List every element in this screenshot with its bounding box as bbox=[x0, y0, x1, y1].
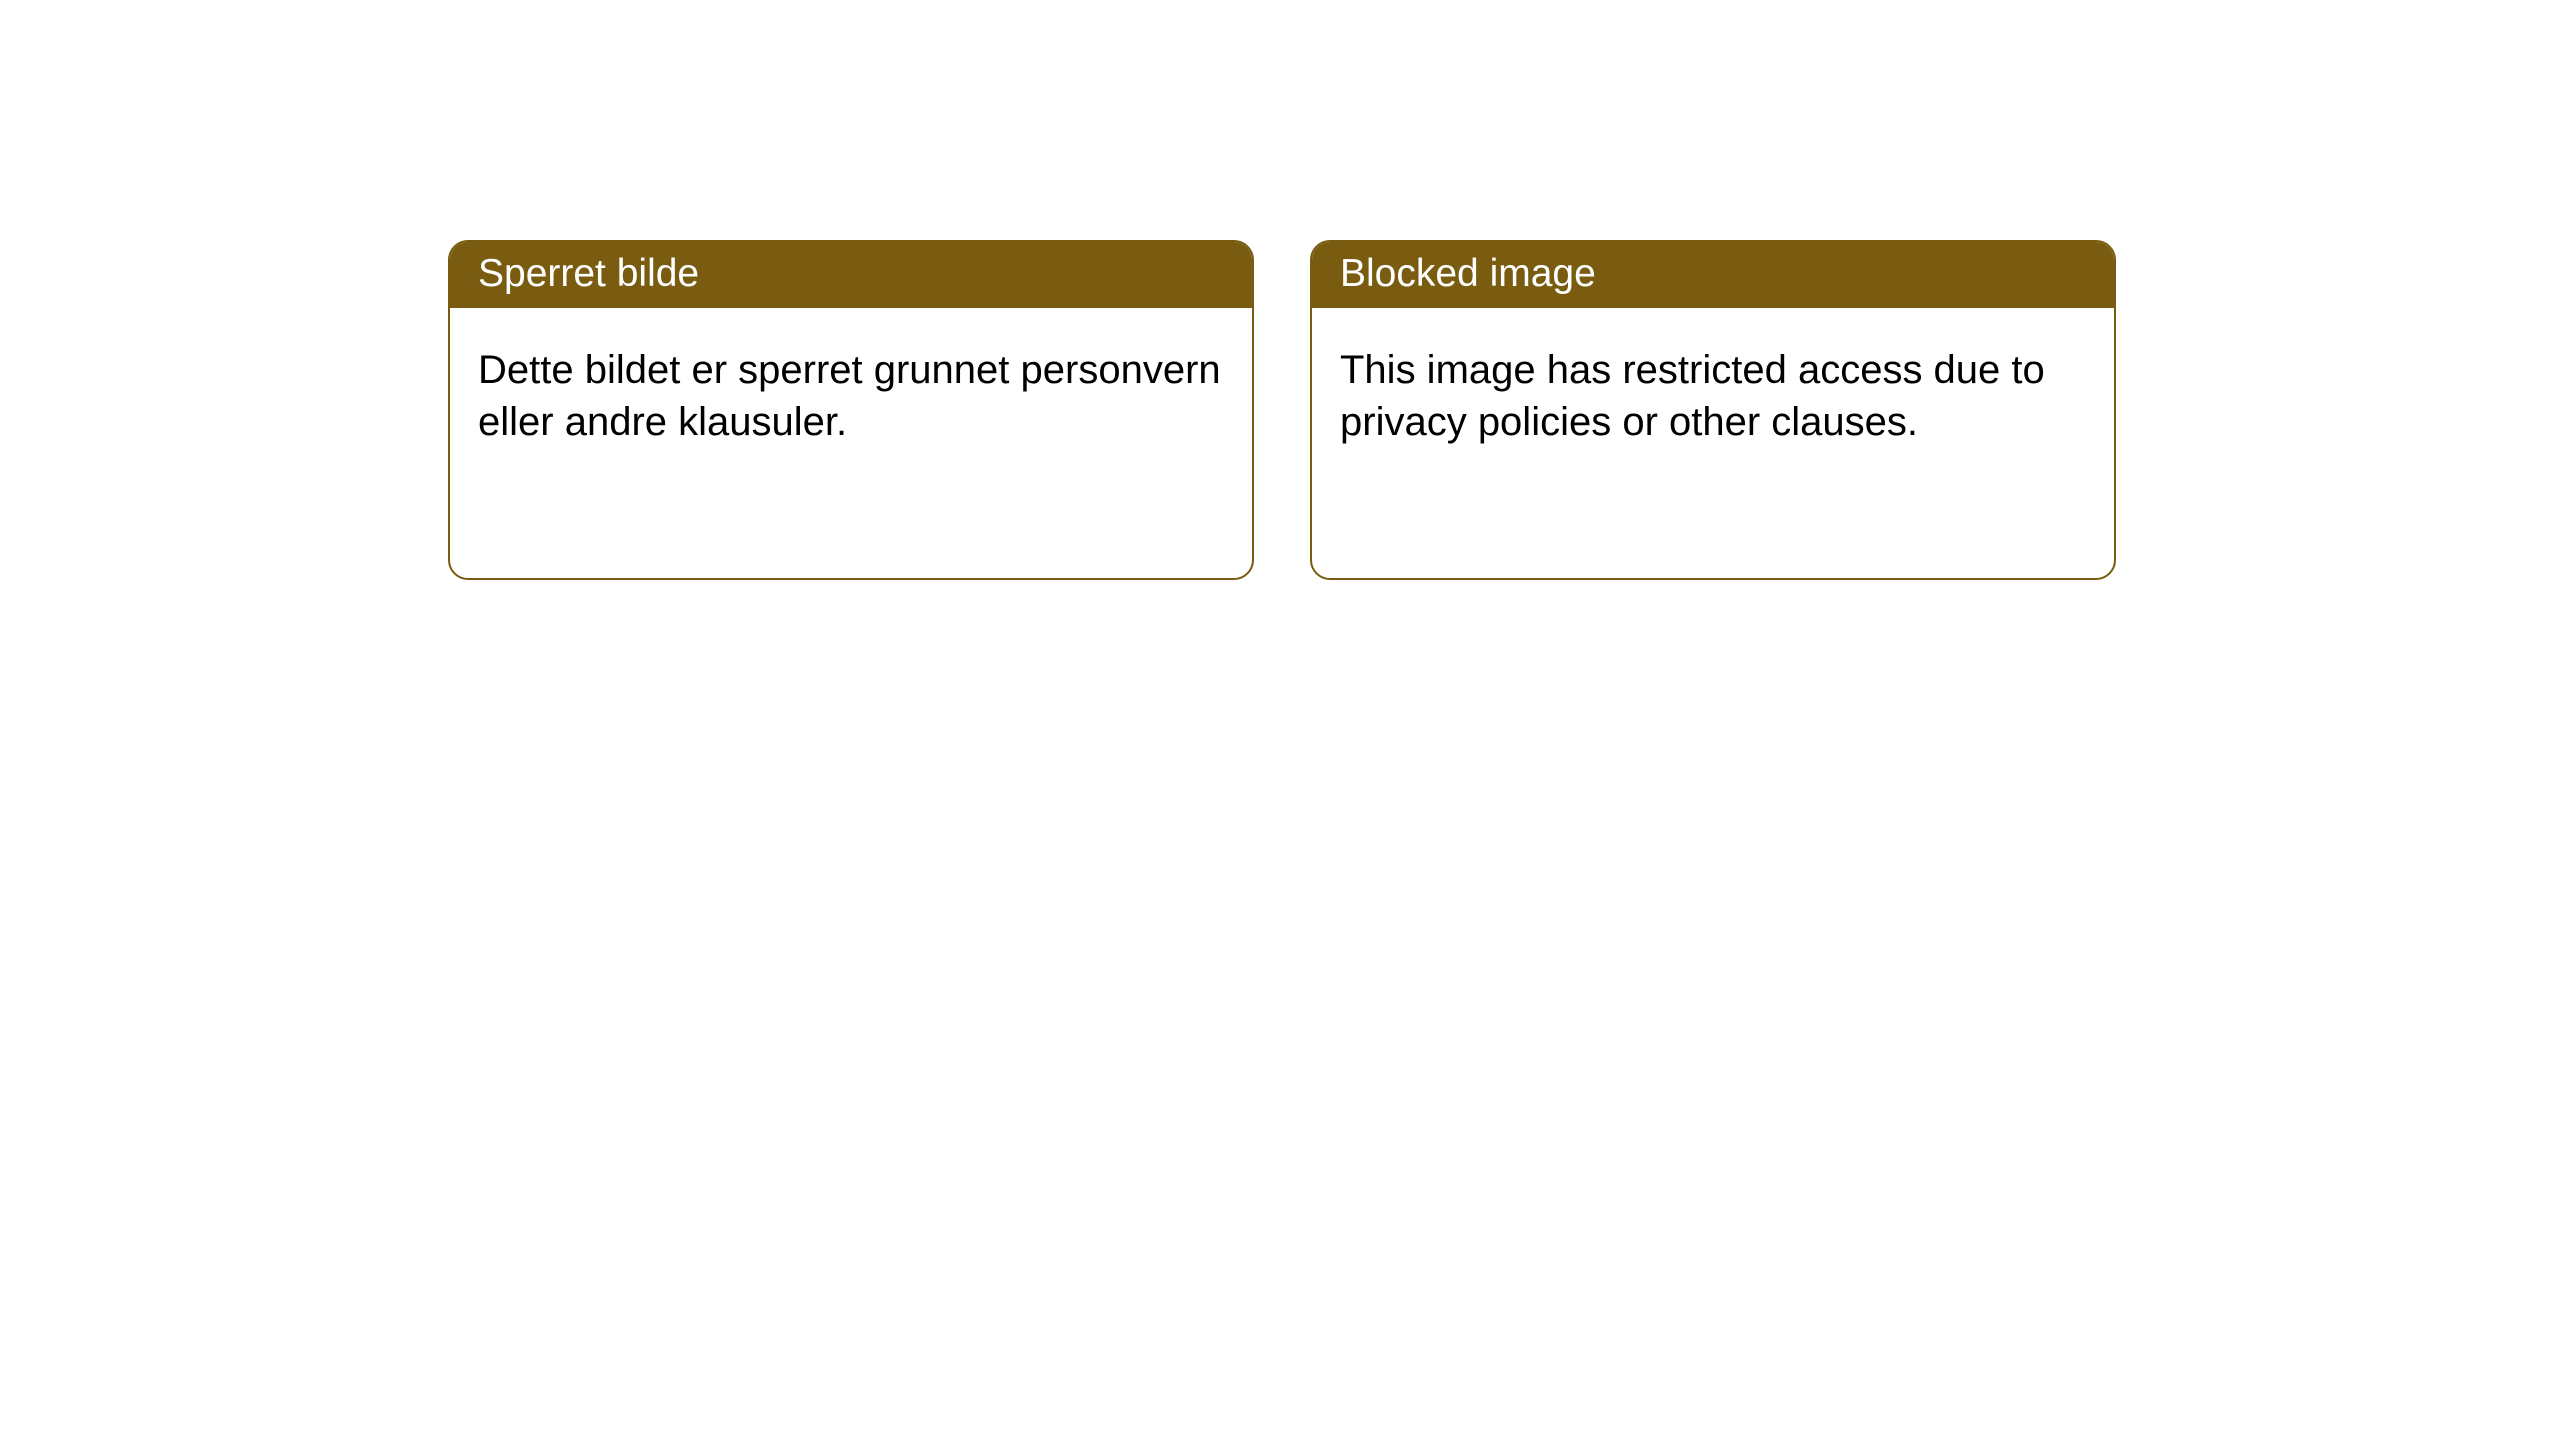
card-title: Sperret bilde bbox=[450, 242, 1252, 308]
notice-card-norwegian: Sperret bilde Dette bildet er sperret gr… bbox=[448, 240, 1254, 580]
card-body-text: This image has restricted access due to … bbox=[1312, 308, 2114, 484]
notice-card-english: Blocked image This image has restricted … bbox=[1310, 240, 2116, 580]
card-title: Blocked image bbox=[1312, 242, 2114, 308]
notice-cards-container: Sperret bilde Dette bildet er sperret gr… bbox=[0, 0, 2560, 580]
card-body-text: Dette bildet er sperret grunnet personve… bbox=[450, 308, 1252, 484]
